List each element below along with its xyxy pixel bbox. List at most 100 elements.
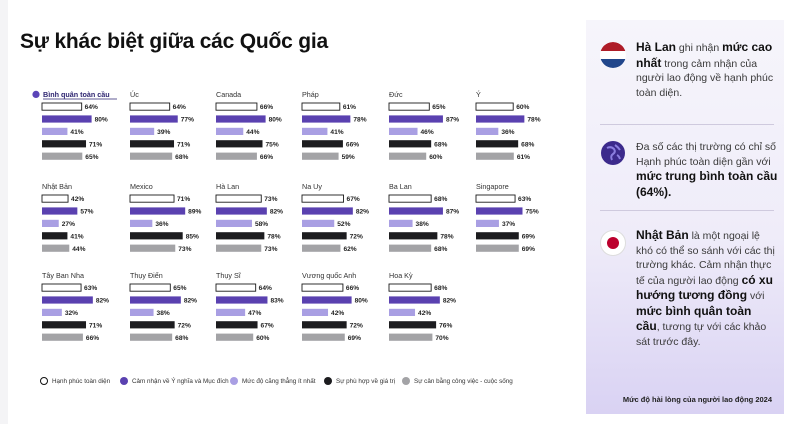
insight-text: , tương tự với các khảo sát trước đây. [636, 321, 767, 348]
bar-value-label: 83% [270, 298, 283, 305]
bar-value-label: 42% [331, 310, 344, 317]
bar [130, 140, 175, 148]
bar [130, 207, 186, 215]
country-label: Ba Lan [389, 182, 412, 191]
bar [389, 207, 443, 215]
left-edge-strip [0, 0, 8, 424]
bar-value-label: 39% [157, 129, 170, 136]
bar [42, 244, 70, 252]
country-label: Thụy Điển [130, 271, 163, 280]
insight-highlight: Hà Lan [636, 40, 677, 54]
legend-item-overall: Hạnh phúc toàn diện [40, 377, 110, 385]
bar [302, 333, 345, 341]
insights-panel: Hà Lan ghi nhận mức cao nhất trong cảm n… [586, 20, 784, 414]
divider [600, 210, 774, 211]
country-label: Singapore [476, 182, 509, 191]
insight-highlight: mức bình quân toàn cầu [636, 303, 752, 334]
bar [129, 102, 171, 111]
country-label: Mexico [130, 182, 153, 191]
bar-value-label: 57% [80, 209, 93, 216]
insight-highlight: Nhật Bản [636, 228, 689, 242]
bar-value-label: 68% [434, 141, 447, 148]
insight-text: với [747, 290, 765, 302]
bar-value-label: 82% [270, 209, 283, 216]
insight-text: là một ngoại lệ khó có thể so sánh với c… [636, 230, 775, 287]
bar-value-label: 72% [350, 322, 363, 329]
bar [389, 115, 443, 123]
bar [130, 219, 153, 227]
bar [476, 232, 519, 240]
bar [476, 115, 525, 123]
bar-value-label: 61% [343, 104, 356, 111]
bar [302, 152, 339, 160]
bar [476, 127, 499, 135]
bar-value-label: 68% [434, 196, 447, 203]
bar [389, 333, 433, 341]
bar-value-label: 71% [89, 141, 102, 148]
country-label: Ý [476, 90, 481, 99]
bar-value-label: 62% [343, 246, 356, 253]
bar-value-label: 78% [527, 117, 540, 124]
bar [389, 140, 432, 148]
insight-highlight: có xu hướng tương đồng [636, 272, 773, 303]
bar [41, 194, 69, 203]
bar-value-label: 66% [260, 104, 273, 111]
bar [42, 308, 62, 316]
bar-value-label: 78% [267, 233, 280, 240]
bar-value-label: 71% [177, 196, 190, 203]
bar [216, 140, 263, 148]
bar-value-label: 80% [269, 117, 282, 124]
bar-value-label: 70% [435, 335, 448, 342]
bar-value-label: 44% [72, 246, 85, 253]
bar-value-label: 52% [337, 221, 350, 228]
bar-value-label: 66% [260, 154, 273, 161]
bar-value-label: 73% [264, 246, 277, 253]
bar-value-label: 38% [157, 310, 170, 317]
bar-value-label: 68% [175, 335, 188, 342]
bar-value-label: 69% [348, 335, 361, 342]
bar-value-label: 41% [330, 129, 343, 136]
bar [216, 296, 268, 304]
bar [130, 244, 176, 252]
bar-value-label: 82% [96, 298, 109, 305]
bar [215, 194, 262, 203]
insight-netherlands: Hà Lan ghi nhận mức cao nhất trong cảm n… [636, 40, 778, 100]
bar-value-label: 71% [177, 141, 190, 148]
bar [302, 296, 352, 304]
bar-value-label: 69% [522, 233, 535, 240]
bar [130, 308, 154, 316]
bar-value-label: 41% [70, 233, 83, 240]
bar [42, 207, 78, 215]
insight-global-average: Đa số các thị trường có chỉ số Hạnh phúc… [636, 140, 778, 200]
bar [476, 244, 519, 252]
bar [388, 194, 432, 203]
bar-value-label: 72% [350, 233, 363, 240]
bar-value-label: 64% [259, 285, 272, 292]
bar-value-label: 59% [342, 154, 355, 161]
legend-label: Hạnh phúc toàn diện [52, 377, 111, 385]
bar [389, 219, 413, 227]
bar-value-label: 75% [526, 209, 539, 216]
bar-value-label: 36% [155, 221, 168, 228]
bar [389, 244, 432, 252]
legend-swatch [120, 377, 128, 385]
bar [302, 219, 335, 227]
bar-value-label: 67% [261, 322, 274, 329]
divider [600, 124, 774, 125]
bar [388, 283, 432, 292]
globe-icon [600, 140, 626, 166]
legend-item-meaning: Cảm nhận về Ý nghĩa và Mục đích [120, 377, 229, 385]
bar [42, 296, 93, 304]
bar [130, 127, 155, 135]
country-label: Thụy Sĩ [216, 271, 242, 280]
bar-value-label: 32% [65, 310, 78, 317]
bar [301, 283, 344, 292]
bar-value-label: 37% [502, 221, 515, 228]
bar [301, 102, 341, 111]
bar-value-label: 69% [522, 246, 535, 253]
bar-value-label: 47% [248, 310, 261, 317]
netherlands-flag-icon [600, 42, 626, 68]
bar-value-label: 75% [266, 141, 279, 148]
bar-value-label: 73% [264, 196, 277, 203]
bar [389, 232, 438, 240]
